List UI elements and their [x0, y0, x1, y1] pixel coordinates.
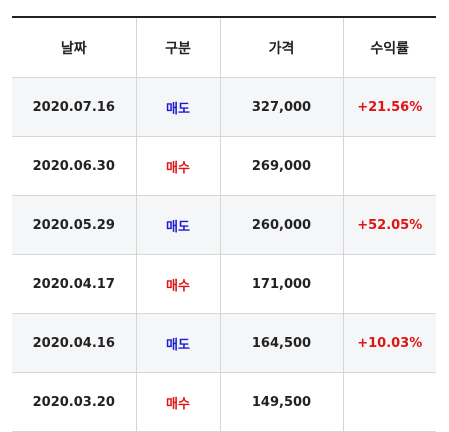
- cell-rate: [343, 254, 436, 314]
- cell-price: 327,000: [220, 77, 344, 137]
- trade-history-table-wrapper: 날짜 구분 가격 수익률 2020.07.16 매도 327,000 +21.5…: [12, 16, 436, 432]
- table-row: 2020.03.20 매수 149,500: [12, 372, 436, 432]
- table-header: 날짜 구분 가격 수익률: [12, 17, 436, 78]
- cell-date: 2020.04.16: [12, 313, 137, 373]
- cell-price: 149,500: [220, 372, 344, 432]
- header-date: 날짜: [12, 17, 137, 78]
- cell-type-buy: 매수: [136, 254, 221, 314]
- cell-type-buy: 매수: [136, 372, 221, 432]
- cell-rate: [343, 136, 436, 196]
- cell-price: 164,500: [220, 313, 344, 373]
- table-body: 2020.07.16 매도 327,000 +21.56% 2020.06.30…: [12, 77, 436, 432]
- header-rate: 수익률: [343, 17, 436, 78]
- cell-type-sell: 매도: [136, 77, 221, 137]
- header-type: 구분: [136, 17, 221, 78]
- header-price: 가격: [220, 17, 344, 78]
- cell-price: 269,000: [220, 136, 344, 196]
- cell-type-buy: 매수: [136, 136, 221, 196]
- cell-rate: +52.05%: [343, 195, 436, 255]
- cell-rate: +10.03%: [343, 313, 436, 373]
- cell-price: 171,000: [220, 254, 344, 314]
- cell-type-sell: 매도: [136, 195, 221, 255]
- header-row: 날짜 구분 가격 수익률: [12, 17, 436, 78]
- cell-date: 2020.06.30: [12, 136, 137, 196]
- cell-rate: [343, 372, 436, 432]
- cell-type-sell: 매도: [136, 313, 221, 373]
- cell-rate: +21.56%: [343, 77, 436, 137]
- table-row: 2020.07.16 매도 327,000 +21.56%: [12, 77, 436, 137]
- cell-date: 2020.07.16: [12, 77, 137, 137]
- trade-history-table: 날짜 구분 가격 수익률 2020.07.16 매도 327,000 +21.5…: [12, 16, 436, 432]
- cell-date: 2020.05.29: [12, 195, 137, 255]
- table-row: 2020.04.17 매수 171,000: [12, 254, 436, 314]
- cell-date: 2020.04.17: [12, 254, 137, 314]
- table-row: 2020.05.29 매도 260,000 +52.05%: [12, 195, 436, 255]
- table-row: 2020.04.16 매도 164,500 +10.03%: [12, 313, 436, 373]
- cell-price: 260,000: [220, 195, 344, 255]
- table-row: 2020.06.30 매수 269,000: [12, 136, 436, 196]
- cell-date: 2020.03.20: [12, 372, 137, 432]
